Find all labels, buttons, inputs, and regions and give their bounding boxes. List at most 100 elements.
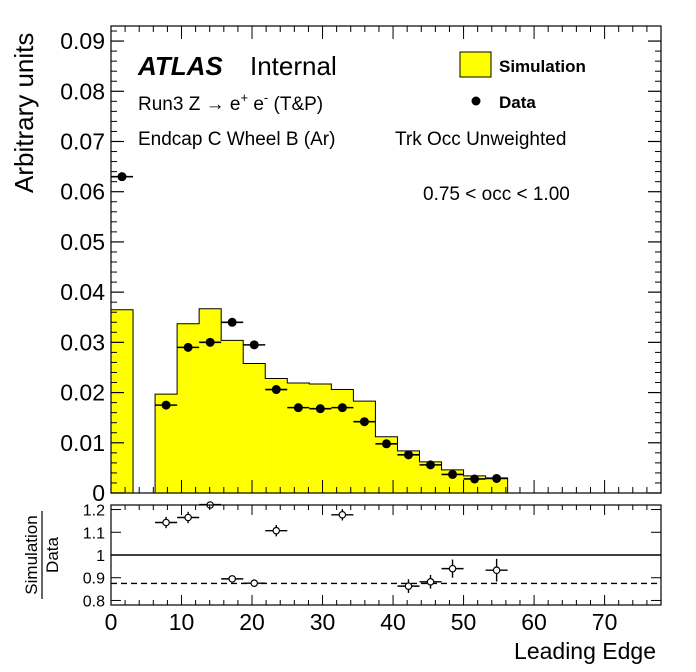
main-y-axis-label: Arbitrary units <box>9 33 39 193</box>
ratio-label-numerator: Simulation <box>22 515 41 594</box>
x-tick-label: 30 <box>310 609 336 635</box>
process-plus: + <box>240 90 248 105</box>
simulation-outline <box>110 308 530 494</box>
simulation-bar <box>353 401 376 493</box>
data-point <box>426 460 436 470</box>
legend-data-label: Data <box>499 93 536 112</box>
main-panel: 0 0.01 0.02 0.03 0.04 0.05 0.06 0.07 0.08 0.09 Ar… <box>9 25 662 506</box>
simulation-bar <box>441 469 464 493</box>
ratio-points <box>155 501 508 593</box>
main-frame <box>110 25 662 494</box>
data-point <box>315 404 325 414</box>
ratio-y-axis-label: Simulation Data <box>22 511 62 599</box>
main-y-tick-label: 0.01 <box>60 430 105 456</box>
ratio-y-tick-label: 1.1 <box>83 525 105 542</box>
simulation-bar <box>287 383 310 493</box>
data-point <box>381 439 391 449</box>
data-point <box>271 385 281 395</box>
simulation-bar <box>375 436 398 493</box>
simulation-bar <box>155 394 178 493</box>
x-axis: 0 10 20 30 40 50 60 70 <box>105 505 662 635</box>
ratio-point <box>162 518 170 527</box>
ratio-y-tick-label: 1 <box>96 548 105 565</box>
ratio-point <box>338 510 347 519</box>
simulation-bar <box>265 378 288 493</box>
x-tick-label: 60 <box>521 609 547 635</box>
simulation-bar <box>419 461 442 493</box>
simulation-histogram <box>110 308 530 494</box>
ratio-reference-lines <box>111 554 661 585</box>
simulation-bar <box>243 363 266 493</box>
data-point <box>492 473 502 483</box>
data-point <box>337 403 347 413</box>
legend-simulation-swatch <box>459 51 492 78</box>
data-point <box>205 337 215 347</box>
main-y-axis: 0 0.01 0.02 0.03 0.04 0.05 0.06 0.07 0.08 0.09 <box>60 28 661 506</box>
main-y-tick-label: 0.04 <box>60 279 105 305</box>
simulation-bar <box>177 323 200 493</box>
main-y-tick-label: 0.09 <box>60 28 105 54</box>
ratio-point <box>448 564 457 573</box>
ratio-y-tick-label: 0.8 <box>83 593 105 610</box>
process-minus: - <box>264 90 268 105</box>
x-tick-label: 0 <box>105 609 118 635</box>
ratio-point <box>184 513 192 522</box>
x-tick-label: 70 <box>592 609 618 635</box>
ratio-point <box>250 579 259 587</box>
x-axis-label: Leading Edge <box>514 638 656 664</box>
process-arrow: → <box>206 94 225 115</box>
main-x-axis-ticks <box>110 26 662 493</box>
ratio-y-tick-label: 1.2 <box>83 503 105 520</box>
data-points <box>111 172 508 484</box>
x-tick-label: 40 <box>380 609 406 635</box>
simulation-bar <box>331 389 354 493</box>
ratio-panel: 0.8 0.9 1 1.1 1.2 0 10 20 30 40 50 60 70 Simulation… <box>22 501 662 664</box>
legend-data-marker <box>471 96 481 106</box>
data-point <box>359 417 369 427</box>
x-tick-label: 20 <box>239 609 265 635</box>
main-y-tick-label: 0.03 <box>60 329 105 355</box>
ratio-point <box>404 582 413 590</box>
main-y-tick-label: 0.08 <box>60 78 105 104</box>
process-suffix: (T&P) <box>268 94 323 115</box>
simulation-bar <box>221 340 244 493</box>
process-electron-2: e <box>248 94 264 115</box>
main-y-tick-label: 0.05 <box>60 229 105 255</box>
main-y-tick-label: 0.07 <box>60 128 105 154</box>
atlas-label: ATLAS <box>137 51 223 81</box>
process-electron: e <box>230 94 241 115</box>
x-tick-label: 10 <box>169 609 195 635</box>
x-tick-label: 50 <box>451 609 477 635</box>
ratio-y-axis: 0.8 0.9 1 1.1 1.2 <box>83 503 661 610</box>
simulation-bar <box>397 450 420 493</box>
data-point <box>161 400 171 410</box>
legend-simulation-label: Simulation <box>499 57 586 76</box>
data-point <box>183 342 193 352</box>
data-point <box>470 474 480 484</box>
simulation-bar <box>485 477 508 493</box>
data-point <box>448 469 458 479</box>
simulation-bar <box>463 475 486 493</box>
ratio-point <box>492 566 501 575</box>
ratio-frame <box>110 504 662 606</box>
data-point <box>227 317 237 327</box>
ratio-point <box>272 526 281 535</box>
weighting-label: Trk Occ Unweighted <box>395 129 566 150</box>
legend: Simulation Data <box>459 51 586 112</box>
main-y-tick-label: 0 <box>92 480 105 506</box>
process-label: Run3 Z → e+ e- (T&P) <box>138 90 323 115</box>
process-prefix: Run3 Z <box>138 94 206 115</box>
internal-label: Internal <box>250 51 337 81</box>
main-y-tick-label: 0.06 <box>60 179 105 205</box>
simulation-bar <box>199 308 222 493</box>
region-label: Endcap C Wheel B (Ar) <box>138 129 335 150</box>
ratio-y-tick-label: 0.9 <box>83 571 105 588</box>
ratio-label-denominator: Data <box>43 537 62 573</box>
data-point <box>293 403 303 413</box>
occupancy-range-label: 0.75 < occ < 1.00 <box>423 184 570 205</box>
ratio-point <box>426 578 435 586</box>
main-y-tick-label: 0.02 <box>60 380 105 406</box>
data-point <box>249 340 259 350</box>
data-point <box>403 450 413 460</box>
